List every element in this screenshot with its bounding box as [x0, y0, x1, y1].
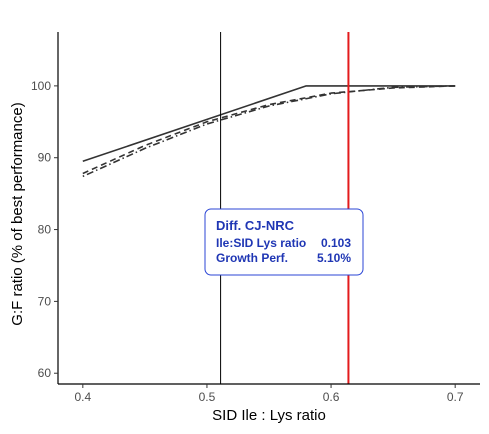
y-tick-label: 70 [38, 294, 52, 308]
y-tick-label: 90 [38, 151, 52, 165]
annotation-row-value: 5.10% [317, 251, 351, 265]
series-layer [82, 85, 456, 178]
x-tick-label: 0.5 [199, 390, 216, 404]
y-tick-label: 100 [31, 79, 51, 93]
x-tick-label: 0.6 [323, 390, 340, 404]
annotation-frame [204, 208, 364, 276]
axes: 0.4 0.5 0.6 0.7 60 70 80 90 100 [31, 32, 480, 404]
annotation-title: Diff. CJ-NRC [216, 218, 295, 233]
reference-lines [220, 32, 350, 384]
series-line-solid [82, 85, 456, 163]
series-line-dotdash [82, 85, 456, 178]
x-axis-title: SID Ile : Lys ratio [212, 407, 326, 424]
x-tick-label: 0.7 [447, 390, 464, 404]
y-tick-label: 80 [38, 223, 52, 237]
annotation-row-label: Growth Perf. [216, 251, 288, 265]
x-tick-label: 0.4 [74, 390, 91, 404]
annotation-row-value: 0.103 [321, 236, 351, 250]
annotation-row-label: Ile:SID Lys ratio [216, 236, 306, 250]
annotation-box: Diff. CJ-NRC Ile:SID Lys ratio 0.103 Gro… [204, 208, 364, 276]
y-tick-label: 60 [38, 366, 52, 380]
y-axis-title: G:F ratio (% of best performance) [9, 102, 26, 325]
